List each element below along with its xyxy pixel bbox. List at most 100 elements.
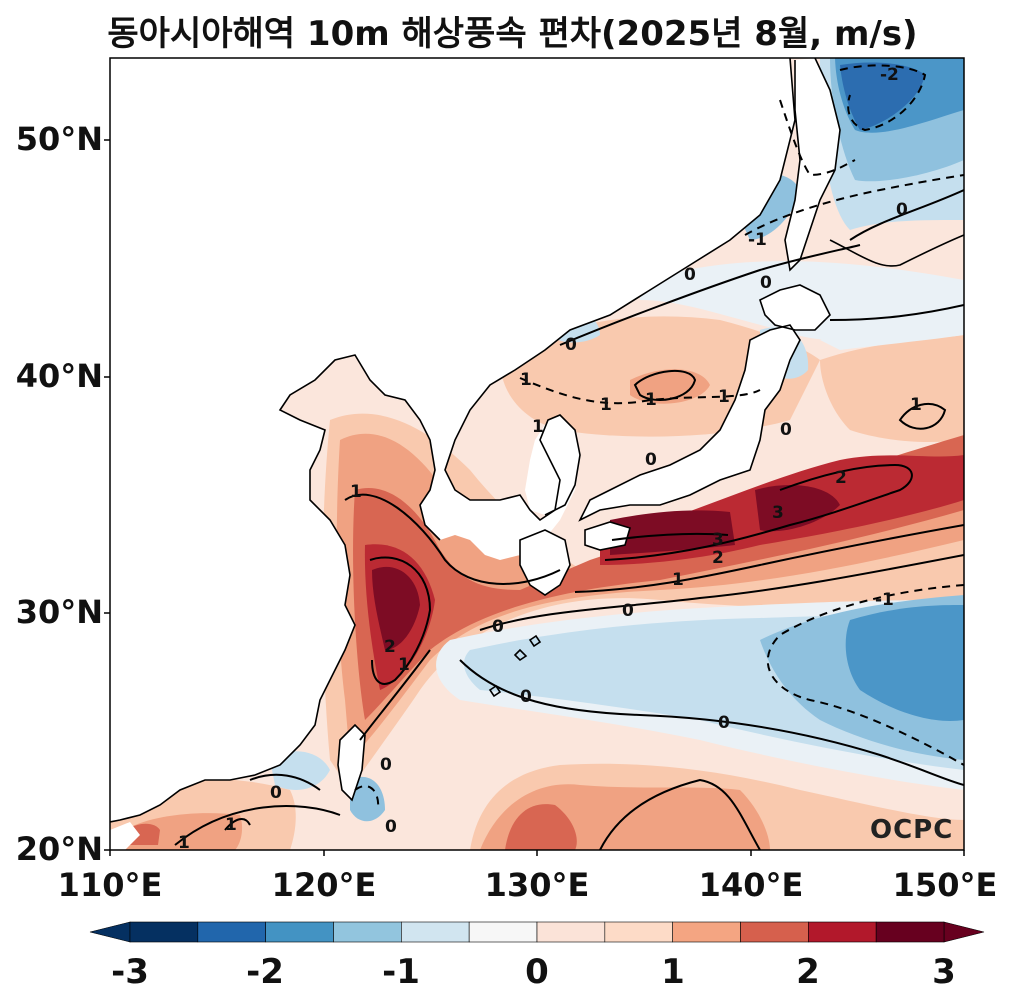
land-japan-kyushu bbox=[520, 530, 570, 595]
contour-label-zero-north-2: 0 bbox=[760, 273, 772, 293]
contour-labels: -2 -1 0 0 0 0 1 1 1 1 1 0 0 1 2 3 3 2 1 … bbox=[178, 65, 922, 853]
contour-label-pos1-southwest: 1 bbox=[225, 815, 237, 835]
field-pos-south-core bbox=[505, 804, 577, 850]
contour-neg1-sakhalin bbox=[779, 99, 856, 177]
contour-label-pos1-east: 1 bbox=[910, 395, 922, 415]
contour-lines bbox=[174, 64, 964, 850]
contour-label-neg1-sakhalin: -1 bbox=[748, 230, 767, 250]
lat-tick-20n: 20°N bbox=[15, 830, 103, 868]
colorbar-swatch bbox=[197, 921, 266, 943]
contour-label-pos1-ecs-north: 1 bbox=[350, 482, 362, 502]
colorbar-swatch bbox=[401, 921, 470, 943]
contour-neg1-pacific bbox=[766, 584, 964, 766]
contour-zero-pacific bbox=[459, 659, 964, 786]
colorbar-tick-neg1: -1 bbox=[382, 952, 420, 992]
colorbar-swatch bbox=[333, 921, 402, 943]
contour-label-zero-luzon: 0 bbox=[385, 817, 397, 837]
contour-zero-southwest bbox=[174, 805, 341, 846]
colorbar-tick-zero: 0 bbox=[525, 952, 549, 992]
contour-label-pos1-japan-south: 1 bbox=[672, 570, 684, 590]
contour-label-zero-okinawa: 0 bbox=[492, 617, 504, 637]
contour-pos1-east bbox=[898, 402, 947, 430]
field-pos-japan-peak-east bbox=[755, 485, 840, 532]
colorbar-swatch bbox=[129, 921, 199, 943]
contour-pos2-ecs bbox=[369, 556, 432, 685]
colorbar-extend-high bbox=[943, 921, 985, 943]
colorbar-tick-neg2: -2 bbox=[246, 952, 284, 992]
lon-tick-110e: 110°E bbox=[57, 866, 163, 904]
land-japan-shikoku bbox=[585, 522, 630, 550]
contour-label-zero-east-sea: 0 bbox=[645, 450, 657, 470]
contour-label-zero-ryukyu: 0 bbox=[520, 687, 532, 707]
contour-label-pos3-kii: 3 bbox=[772, 503, 784, 523]
contour-pos1-japan bbox=[574, 524, 964, 593]
axis-tick-marks bbox=[104, 139, 965, 856]
contour-pos1-ecs bbox=[344, 493, 561, 741]
lon-tick-150e: 150°E bbox=[892, 866, 998, 904]
contour-label-zero-japan-south: 0 bbox=[622, 601, 634, 621]
colorbar bbox=[89, 921, 985, 943]
land-hainan-edge bbox=[110, 822, 140, 850]
colorbar-swatch bbox=[265, 921, 334, 943]
contour-label-zero-japan-east: 0 bbox=[780, 420, 792, 440]
contour-neg1-luzon bbox=[354, 785, 380, 811]
lon-tick-140e: 140°E bbox=[698, 866, 804, 904]
colorbar-tick-pos3: 3 bbox=[932, 952, 956, 992]
field-pos-ecs-peak bbox=[372, 566, 420, 650]
contour-label-pos1-east-sea-a: 1 bbox=[600, 395, 612, 415]
contour-label-neg1-pacific: -1 bbox=[875, 590, 894, 610]
lat-tick-50n: 50°N bbox=[15, 120, 103, 158]
contour-label-neg2-okhotsk: -2 bbox=[880, 65, 899, 85]
contour-label-zero-okhotsk: 0 bbox=[896, 200, 908, 220]
contour-label-pos1-east-sea-c: 1 bbox=[718, 387, 730, 407]
contour-label-zero-pacific: 0 bbox=[718, 713, 730, 733]
contour-pos1-south bbox=[599, 778, 761, 850]
field-positive-strong-north bbox=[630, 369, 710, 404]
field-positive-east-north bbox=[820, 335, 964, 442]
field-neg-okhotsk-peak bbox=[840, 62, 925, 130]
contour-zero-north bbox=[559, 244, 861, 346]
contour-label-pos3-japan: 3 bbox=[712, 530, 724, 550]
land-sakhalin bbox=[785, 58, 840, 270]
colorbar-swatch bbox=[875, 921, 945, 943]
land-asia-mainland bbox=[110, 58, 795, 822]
contour-label-zero-taiwan-strait: 0 bbox=[270, 783, 282, 803]
contour-neg1-okhotsk bbox=[744, 174, 964, 236]
colorbar-tick-neg3: -3 bbox=[111, 952, 149, 992]
contour-label-zero-north-1: 0 bbox=[684, 265, 696, 285]
colorbar-swatch bbox=[672, 921, 741, 943]
land-hokkaido bbox=[760, 285, 830, 330]
contour-neg2-okhotsk bbox=[839, 64, 927, 132]
colorbar-swatch bbox=[468, 921, 538, 943]
contour-pos3-japan bbox=[611, 532, 729, 541]
colorbar-tick-pos2: 2 bbox=[796, 952, 820, 992]
contour-zero-east-north bbox=[849, 189, 964, 241]
field-pos-japan-peak bbox=[610, 510, 735, 555]
contour-label-zero-taiwan-east: 0 bbox=[380, 755, 392, 775]
colorbar-swatch bbox=[536, 921, 606, 943]
colorbar-tick-pos1: 1 bbox=[661, 952, 685, 992]
contour-pos1-north bbox=[633, 369, 697, 401]
contour-pos1-southwest bbox=[224, 818, 251, 831]
contour-zero-east bbox=[829, 304, 964, 321]
lon-tick-130e: 130°E bbox=[484, 866, 590, 904]
ocpc-logo: OCPC bbox=[870, 815, 954, 845]
field-neg-pacific-core bbox=[845, 605, 964, 721]
contour-label-zero-korea: 0 bbox=[565, 335, 577, 355]
anomaly-field: -2 -1 0 0 0 0 1 1 1 1 1 0 0 1 2 3 3 2 1 … bbox=[110, 58, 964, 853]
colorbar-swatch bbox=[740, 921, 809, 943]
contour-label-pos2-japan: 2 bbox=[712, 548, 724, 568]
lat-tick-40n: 40°N bbox=[15, 357, 103, 395]
field-pos-southwest-core bbox=[130, 823, 160, 845]
contour-label-pos1-east-sea-b: 1 bbox=[645, 390, 657, 410]
contour-label-pos1-yellowsea: 1 bbox=[520, 370, 532, 390]
contour-label-neg1-southwest: 1 bbox=[178, 833, 190, 853]
contour-label-pos1-ecs: 1 bbox=[398, 655, 410, 675]
contour-label-pos2-east: 2 bbox=[835, 468, 847, 488]
contour-zero-taiwan bbox=[249, 773, 321, 791]
contour-label-pos1-korea-strait: 1 bbox=[532, 417, 544, 437]
lat-tick-30n: 30°N bbox=[15, 593, 103, 631]
colorbar-extend-low bbox=[89, 921, 131, 943]
lon-tick-120e: 120°E bbox=[271, 866, 377, 904]
